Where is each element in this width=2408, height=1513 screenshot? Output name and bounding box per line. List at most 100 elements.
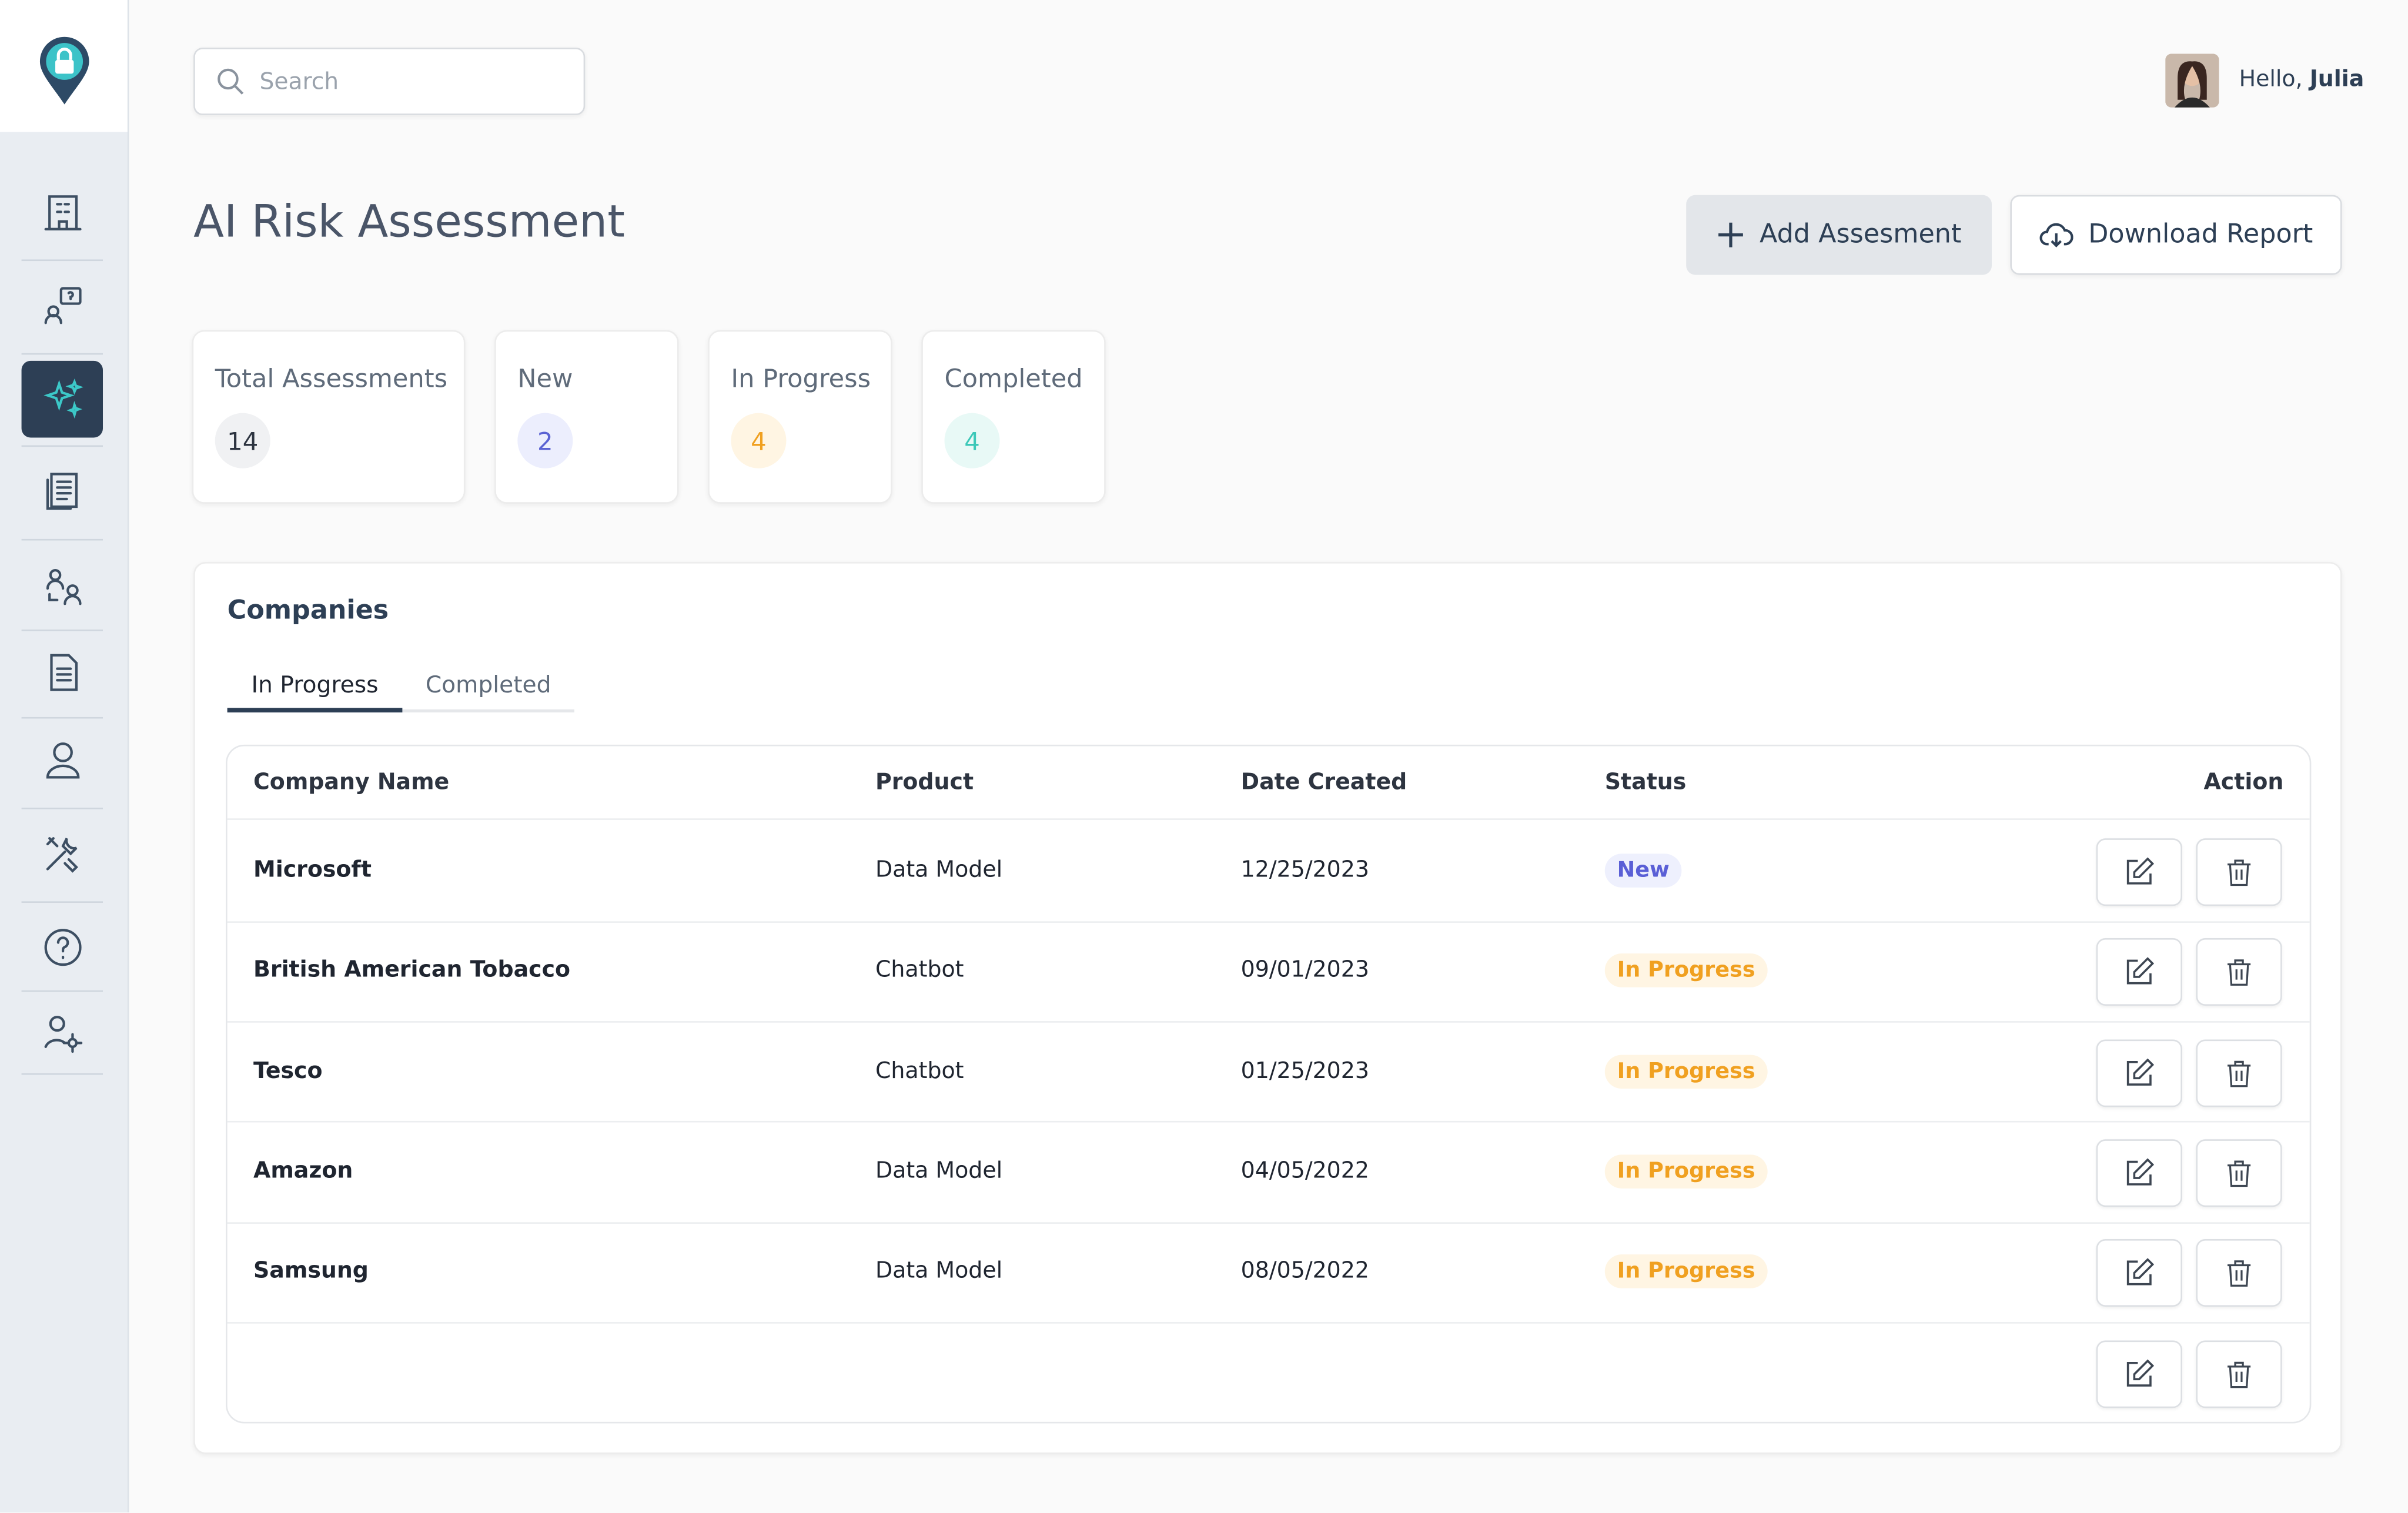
nav-item[interactable] — [22, 267, 103, 344]
table: Company Name Product Date Created Status Act… — [225, 744, 2312, 1424]
trash-icon — [2227, 1160, 2251, 1187]
edit-icon — [2126, 1358, 2155, 1386]
edit-icon — [2126, 1158, 2155, 1186]
nav-divider — [21, 901, 103, 902]
status-pill: In Progress — [1604, 953, 1768, 988]
edit-button[interactable] — [2096, 1039, 2182, 1107]
nav-divider — [21, 445, 103, 447]
column-header: Company Name — [253, 771, 450, 796]
delete-button[interactable] — [2196, 1039, 2282, 1107]
column-header: Action — [2203, 771, 2284, 796]
search-box[interactable]: Search — [193, 47, 586, 115]
download-button-label: Download Report — [2088, 219, 2313, 250]
nav-icon — [49, 654, 77, 691]
nav-item[interactable] — [22, 548, 103, 625]
product: Data Model — [875, 1159, 1003, 1184]
edit-button[interactable] — [2096, 1340, 2182, 1408]
date-created: 08/05/2022 — [1240, 1259, 1369, 1284]
stat-value: 14 — [215, 413, 270, 468]
greeting-text: Hello, — [2239, 67, 2303, 92]
row-divider — [227, 1020, 2310, 1023]
column-header: Product — [875, 771, 974, 796]
row-divider — [227, 1121, 2310, 1123]
tab-indicator — [227, 708, 403, 713]
edit-icon — [2126, 958, 2155, 985]
nav-divider — [21, 630, 103, 631]
avatar[interactable] — [2165, 53, 2219, 108]
edit-icon — [2126, 1258, 2155, 1286]
trash-icon — [2227, 960, 2251, 986]
stat-card: Completed 4 — [921, 330, 1106, 504]
nav-icon — [45, 742, 79, 779]
delete-button[interactable] — [2196, 1139, 2282, 1207]
page-title: AI Risk Assessment — [193, 195, 625, 247]
row-divider — [227, 1221, 2310, 1223]
stat-card: In Progress 4 — [708, 330, 892, 504]
edit-button[interactable] — [2096, 1239, 2182, 1307]
status-pill: In Progress — [1604, 1054, 1768, 1088]
cloud-icon — [2039, 223, 2073, 247]
companies-panel: Companies In Progress Completed Company … — [193, 562, 2342, 1454]
nav-divider — [21, 1073, 103, 1075]
logo[interactable] — [0, 0, 128, 132]
nav-item[interactable] — [22, 815, 103, 892]
delete-button[interactable] — [2196, 838, 2282, 906]
row-divider — [227, 920, 2310, 922]
date-created: 01/25/2023 — [1240, 1059, 1369, 1084]
delete-button[interactable] — [2196, 938, 2282, 1006]
nav-item[interactable] — [22, 173, 103, 250]
stat-label: Total Assessments — [215, 364, 448, 393]
nav-icon — [44, 929, 81, 966]
user-name: Julia — [2309, 67, 2364, 92]
trash-icon — [2227, 1260, 2251, 1287]
edit-button[interactable] — [2096, 1139, 2182, 1207]
tab[interactable]: Completed — [425, 671, 551, 699]
nav-item[interactable] — [22, 722, 103, 799]
stat-value: 4 — [731, 413, 787, 468]
date-created: 04/05/2022 — [1240, 1159, 1369, 1184]
nav-divider — [21, 259, 103, 260]
search-icon — [218, 68, 244, 95]
nav-icon — [45, 837, 78, 873]
nav-item-active[interactable] — [21, 360, 103, 438]
product: Data Model — [875, 1259, 1003, 1284]
stat-card: New 2 — [494, 330, 679, 504]
row-divider — [227, 818, 2310, 820]
nav-icon — [44, 287, 81, 324]
logo-icon — [39, 36, 89, 105]
company-name: Amazon — [253, 1159, 353, 1184]
stat-card: Total Assessments 14 — [192, 330, 466, 504]
company-name: Microsoft — [253, 858, 372, 883]
stat-label: Completed — [944, 364, 1083, 393]
status-pill: New — [1604, 853, 1682, 888]
trash-icon — [2227, 1060, 2251, 1087]
product: Chatbot — [875, 958, 964, 983]
company-name: Samsung — [253, 1259, 369, 1284]
nav-item[interactable] — [22, 995, 103, 1072]
delete-button[interactable] — [2196, 1340, 2282, 1408]
nav-icon — [44, 1016, 82, 1053]
nav-divider — [21, 990, 103, 992]
delete-button[interactable] — [2196, 1239, 2282, 1307]
nav-icon — [45, 568, 81, 605]
product: Chatbot — [875, 1059, 964, 1084]
nav-divider — [21, 538, 103, 541]
edit-button[interactable] — [2096, 938, 2182, 1006]
status-pill: In Progress — [1604, 1254, 1768, 1289]
nav-icon — [44, 195, 81, 230]
edit-button[interactable] — [2096, 838, 2182, 906]
nav-item[interactable] — [22, 634, 103, 711]
panel-title: Companies — [227, 595, 389, 627]
row-divider — [227, 1321, 2310, 1324]
company-name: Tesco — [253, 1059, 323, 1084]
tab-active[interactable]: In Progress — [251, 671, 379, 699]
nav-divider — [21, 716, 103, 718]
column-header: Status — [1604, 771, 1687, 796]
search-placeholder: Search — [259, 67, 339, 95]
add-button[interactable]: Add Assesment — [1686, 195, 1992, 275]
nav-item[interactable] — [22, 909, 103, 986]
download-button[interactable]: Download Report — [2010, 195, 2342, 275]
status-pill: In Progress — [1604, 1154, 1768, 1189]
nav-item[interactable] — [22, 453, 103, 530]
